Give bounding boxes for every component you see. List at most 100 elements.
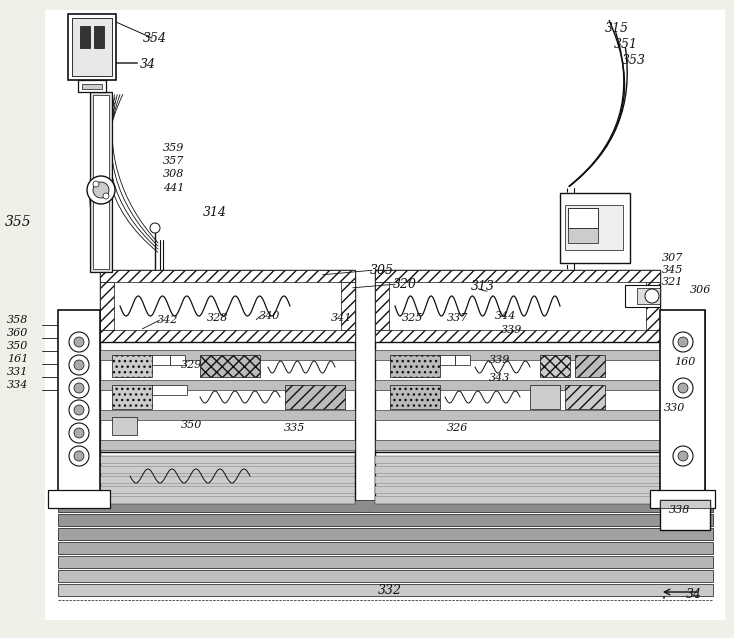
Text: 305: 305: [370, 263, 394, 276]
Circle shape: [74, 383, 84, 393]
Bar: [100, 270, 355, 342]
Circle shape: [678, 337, 688, 347]
Bar: [58, 570, 713, 582]
Bar: [90, 252, 112, 272]
Bar: [341, 282, 355, 330]
Text: 335: 335: [284, 423, 305, 433]
Bar: [100, 350, 355, 360]
Text: 321: 321: [662, 277, 683, 287]
Bar: [660, 500, 710, 530]
Bar: [100, 476, 355, 484]
Bar: [375, 330, 660, 342]
Bar: [68, 14, 116, 80]
Text: 350: 350: [7, 341, 29, 351]
Bar: [48, 490, 110, 508]
Circle shape: [74, 360, 84, 370]
Text: 341: 341: [331, 313, 353, 323]
Bar: [375, 410, 660, 420]
Text: 329: 329: [181, 360, 203, 370]
Bar: [625, 285, 637, 307]
Circle shape: [74, 428, 84, 438]
Bar: [100, 452, 355, 500]
Bar: [440, 355, 455, 365]
Bar: [375, 282, 389, 330]
Bar: [390, 355, 440, 377]
Text: 358: 358: [7, 315, 29, 325]
Circle shape: [645, 289, 659, 303]
Circle shape: [673, 378, 693, 398]
Bar: [375, 466, 660, 474]
Text: 342: 342: [157, 315, 178, 325]
Bar: [375, 380, 660, 390]
Bar: [568, 228, 598, 243]
Bar: [390, 385, 440, 409]
Circle shape: [673, 332, 693, 352]
Text: 359: 359: [163, 143, 185, 153]
Bar: [48, 490, 110, 498]
Bar: [58, 528, 713, 540]
Text: 339: 339: [501, 325, 523, 335]
Bar: [152, 355, 170, 365]
Text: 325: 325: [402, 313, 424, 323]
Circle shape: [678, 451, 688, 461]
Bar: [560, 250, 630, 263]
Circle shape: [673, 446, 693, 466]
Bar: [100, 380, 355, 390]
Bar: [58, 310, 100, 505]
Circle shape: [93, 181, 99, 187]
Bar: [375, 270, 660, 282]
Text: 355: 355: [4, 215, 32, 229]
Text: 328: 328: [207, 313, 229, 323]
Bar: [375, 270, 660, 342]
Bar: [58, 500, 713, 512]
Circle shape: [103, 193, 109, 199]
Text: 307: 307: [662, 253, 683, 263]
Text: 34: 34: [686, 588, 702, 600]
Bar: [170, 355, 185, 365]
Text: 339: 339: [490, 355, 511, 365]
Bar: [660, 310, 705, 320]
Bar: [152, 385, 187, 395]
Bar: [58, 542, 713, 554]
Bar: [375, 486, 660, 494]
Bar: [660, 310, 668, 505]
Bar: [100, 282, 114, 330]
Circle shape: [87, 176, 115, 204]
Bar: [660, 310, 705, 505]
Circle shape: [69, 400, 89, 420]
Bar: [58, 495, 100, 505]
Text: 161: 161: [7, 354, 29, 364]
Bar: [375, 342, 660, 452]
Bar: [565, 205, 623, 250]
Text: 34: 34: [140, 59, 156, 71]
Bar: [90, 92, 112, 112]
Bar: [625, 285, 660, 307]
Bar: [58, 584, 713, 596]
Bar: [78, 80, 106, 92]
Text: 353: 353: [622, 54, 646, 66]
Bar: [100, 270, 355, 282]
Text: 354: 354: [143, 31, 167, 45]
Circle shape: [74, 405, 84, 415]
Bar: [375, 496, 660, 504]
Bar: [660, 495, 705, 505]
Bar: [58, 310, 66, 505]
Text: 314: 314: [203, 205, 227, 218]
Text: 351: 351: [614, 38, 638, 50]
Bar: [650, 490, 715, 498]
Text: 337: 337: [447, 313, 469, 323]
Bar: [100, 440, 355, 450]
Bar: [92, 310, 100, 505]
Bar: [100, 466, 355, 474]
Bar: [697, 310, 705, 505]
Bar: [100, 486, 355, 494]
Text: 343: 343: [490, 373, 511, 383]
Bar: [285, 385, 345, 409]
Bar: [112, 385, 152, 409]
Bar: [112, 355, 152, 377]
Bar: [375, 476, 660, 484]
Text: 334: 334: [7, 380, 29, 390]
Circle shape: [69, 423, 89, 443]
Bar: [598, 210, 616, 240]
Bar: [455, 355, 470, 365]
